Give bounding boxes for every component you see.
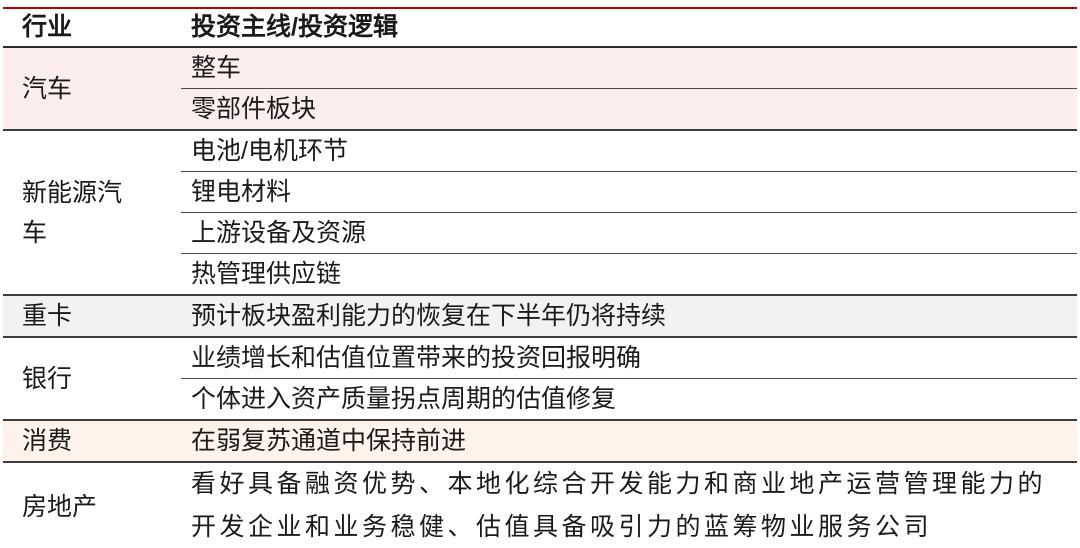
investment-themes-table: 行业 投资主线/投资逻辑 汽车 整车 零部件板块 新能源汽车 电池/电机环节 锂… <box>3 7 1077 548</box>
theme-column-header: 投资主线/投资逻辑 <box>181 7 1077 48</box>
table-row: 银行 业绩增长和估值位置带来的投资回报明确 <box>3 336 1077 420</box>
table-row: 热管理供应链 <box>3 253 1077 295</box>
table-row: 新能源汽车 电池/电机环节 <box>3 129 1077 295</box>
theme-cell: 热管理供应链 <box>181 253 1077 295</box>
theme-cell: 预计板块盈利能力的恢复在下半年仍将持续 <box>181 294 1077 337</box>
industry-cell-auto: 汽车 <box>3 46 181 130</box>
industry-column-header: 行业 <box>3 7 181 48</box>
industry-cell-heavy-truck: 重卡 <box>3 294 181 337</box>
table-row: 消费 在弱复苏通道中保持前进 <box>3 419 1077 462</box>
industry-cell-nev: 新能源汽车 <box>3 129 181 295</box>
theme-cell: 业绩增长和估值位置带来的投资回报明确 <box>181 336 1077 379</box>
table-row: 上游设备及资源 <box>3 212 1077 254</box>
theme-cell: 上游设备及资源 <box>181 212 1077 254</box>
industry-cell-consumer: 消费 <box>3 419 181 462</box>
theme-cell: 电池/电机环节 <box>181 129 1077 172</box>
table-row: 汽车 整车 <box>3 46 1077 130</box>
table-row: 锂电材料 <box>3 171 1077 213</box>
header-row: 行业 投资主线/投资逻辑 <box>3 7 1077 48</box>
theme-cell: 看好具备融资优势、本地化综合开发能力和商业地产运营管理能力的开发企业和业务稳健、… <box>181 461 1077 548</box>
theme-cell: 锂电材料 <box>181 171 1077 213</box>
table-row: 房地产 看好具备融资优势、本地化综合开发能力和商业地产运营管理能力的开发企业和业… <box>3 461 1077 548</box>
industry-cell-bank: 银行 <box>3 336 181 420</box>
industry-cell-real-estate: 房地产 <box>3 461 181 548</box>
theme-cell: 零部件板块 <box>181 88 1077 130</box>
theme-cell: 在弱复苏通道中保持前进 <box>181 419 1077 462</box>
table-row: 重卡 预计板块盈利能力的恢复在下半年仍将持续 <box>3 294 1077 337</box>
theme-cell: 个体进入资产质量拐点周期的估值修复 <box>181 378 1077 420</box>
theme-cell: 整车 <box>181 46 1077 89</box>
table-row: 零部件板块 <box>3 88 1077 130</box>
table-row: 个体进入资产质量拐点周期的估值修复 <box>3 378 1077 420</box>
